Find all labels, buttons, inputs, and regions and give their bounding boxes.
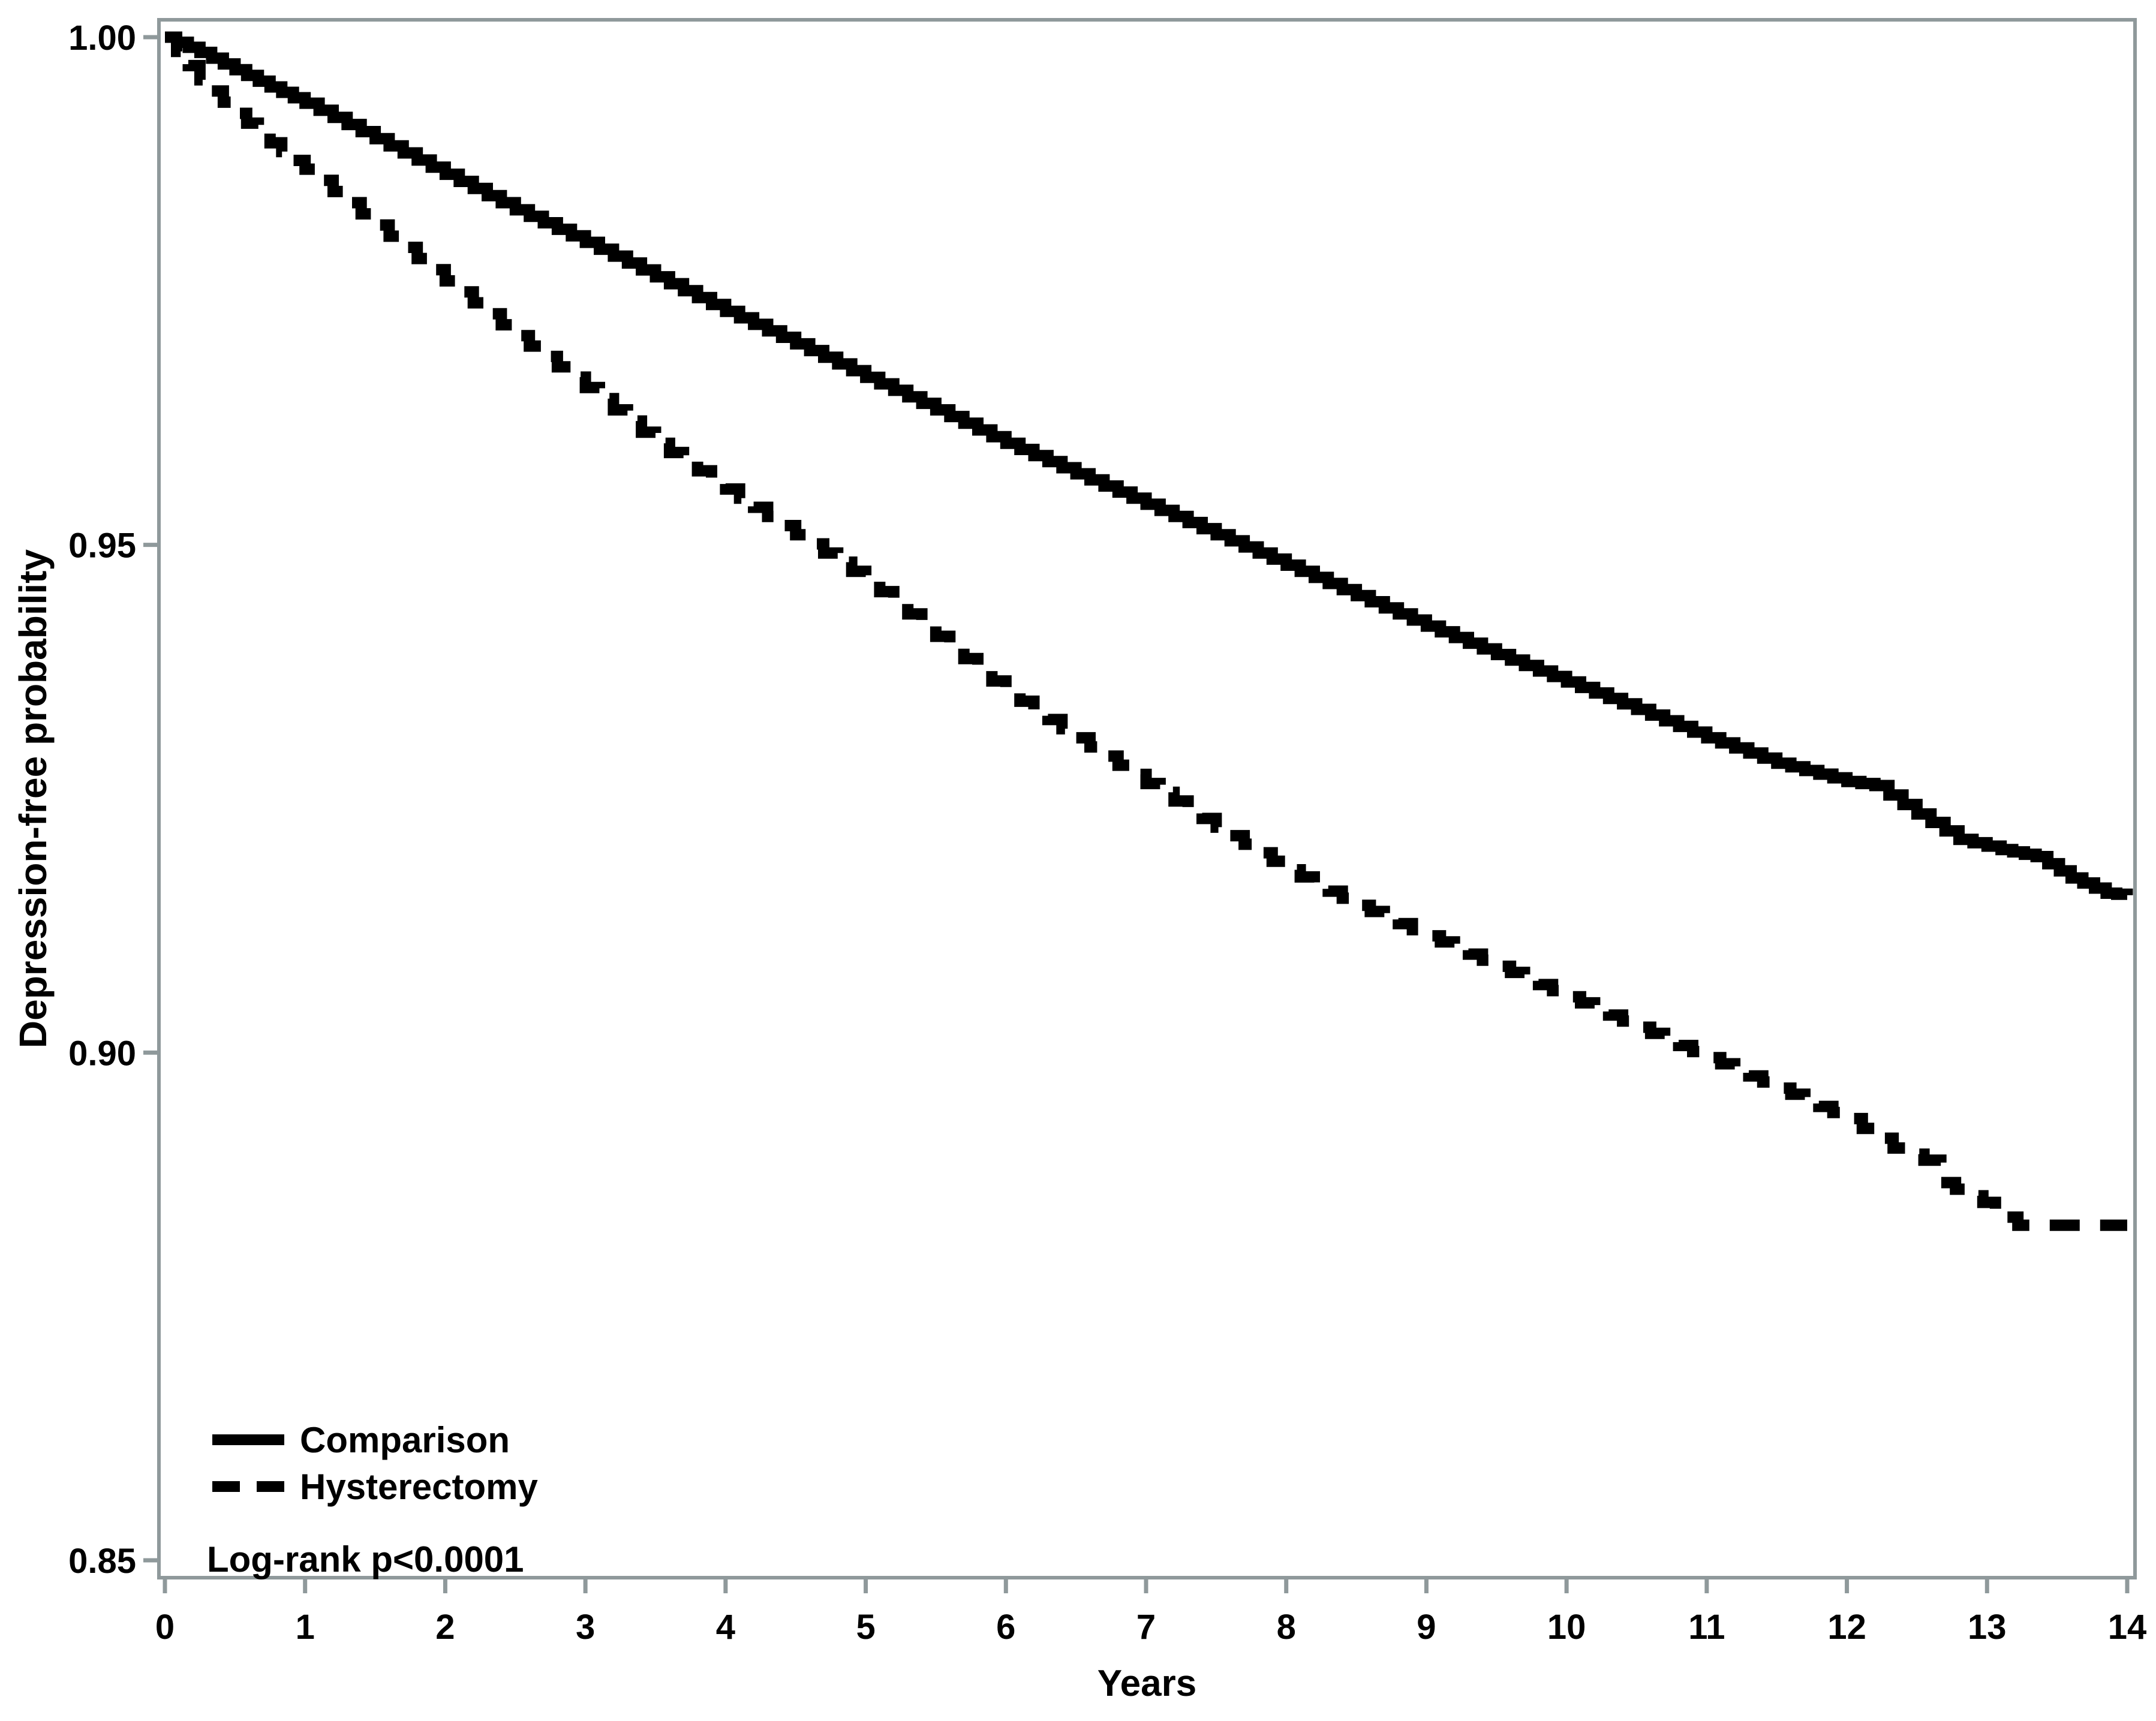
y-tick-label: 0.90 <box>68 1034 136 1073</box>
x-tick-label: 3 <box>576 1608 595 1647</box>
x-axis-title: Years <box>1097 1663 1197 1704</box>
x-tick-label: 5 <box>856 1608 875 1647</box>
comparison-curve <box>165 31 2133 900</box>
legend-label-comparison: Comparison <box>300 1419 510 1460</box>
y-axis-ticks <box>143 35 159 1563</box>
legend-label-hysterectomy: Hysterectomy <box>300 1466 538 1507</box>
y-tick-label: 0.95 <box>68 526 136 565</box>
log-rank-annotation: Log-rank p<0.0001 <box>207 1539 524 1579</box>
y-axis-tick-labels: 1.00 0.95 0.90 0.85 <box>68 19 136 1581</box>
x-tick-label: 0 <box>155 1608 175 1647</box>
legend-item-comparison: Comparison <box>212 1416 538 1463</box>
x-tick-label: 13 <box>1968 1608 2007 1647</box>
x-tick-label: 4 <box>716 1608 735 1647</box>
x-tick-label: 7 <box>1136 1608 1156 1647</box>
x-tick-label: 11 <box>1688 1608 1725 1647</box>
x-axis-tick-labels: 0 1 2 3 4 5 6 7 8 9 10 11 12 13 14 <box>155 1608 2146 1647</box>
hysterectomy-curve <box>165 31 2127 1231</box>
legend-item-hysterectomy: Hysterectomy <box>212 1463 538 1510</box>
plot-frame <box>157 18 2137 1579</box>
legend: Comparison Hysterectomy <box>212 1416 538 1510</box>
solid-line-swatch <box>212 1434 284 1445</box>
x-tick-label: 2 <box>435 1608 455 1647</box>
x-axis-ticks <box>163 1578 2130 1593</box>
x-tick-label: 14 <box>2108 1608 2147 1647</box>
x-tick-label: 8 <box>1277 1608 1296 1647</box>
x-tick-label: 12 <box>1827 1608 1866 1647</box>
x-tick-label: 6 <box>996 1608 1015 1647</box>
x-tick-label: 9 <box>1417 1608 1436 1647</box>
y-tick-label: 0.85 <box>68 1542 136 1581</box>
dashed-line-swatch <box>212 1481 284 1492</box>
y-tick-label: 1.00 <box>68 19 136 58</box>
y-axis-title: Depression-free probability <box>11 549 55 1049</box>
x-tick-label: 10 <box>1547 1608 1586 1647</box>
x-tick-label: 1 <box>296 1608 315 1647</box>
